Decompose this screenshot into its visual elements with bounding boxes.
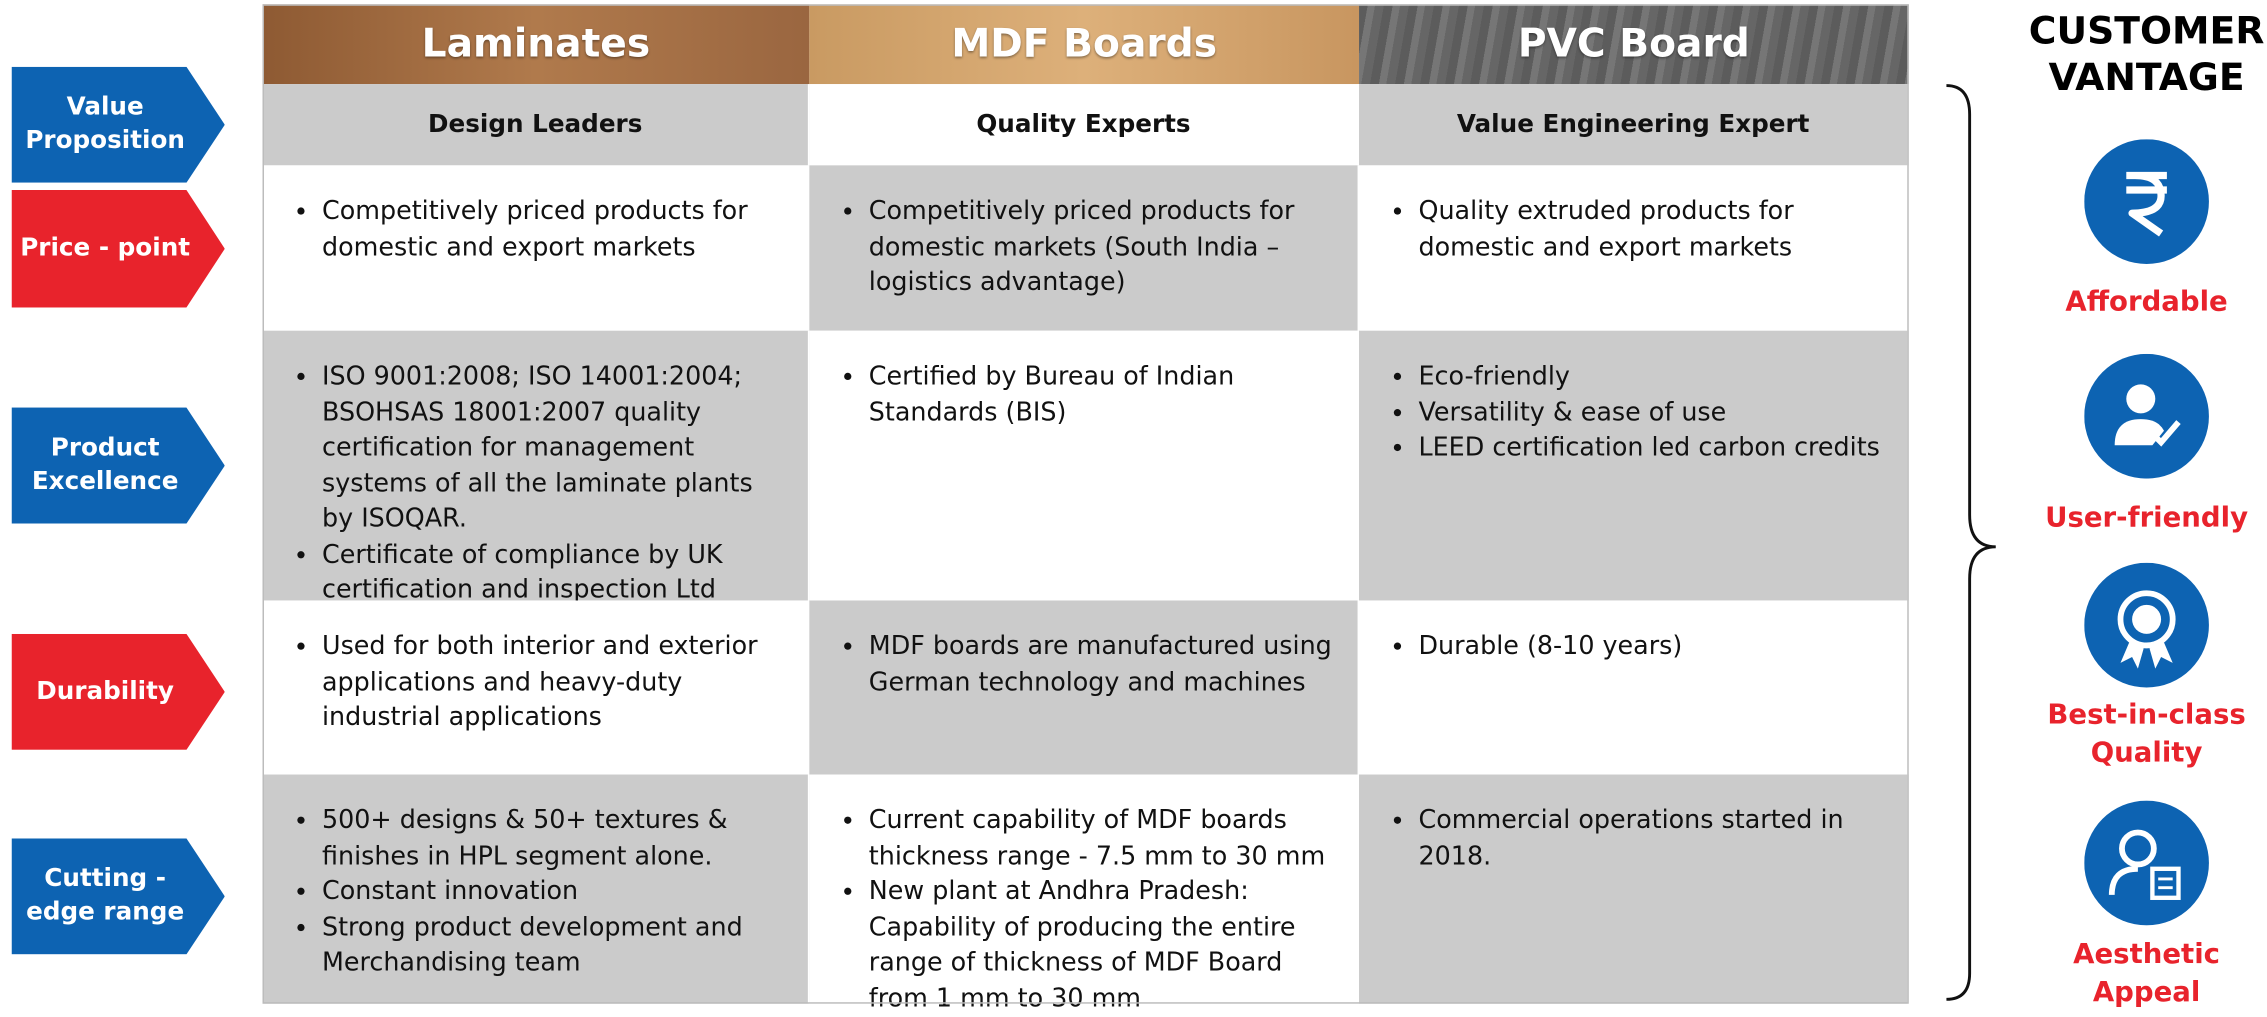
cell: 500+ designs & 50+ textures & finishes i… bbox=[262, 774, 810, 1004]
column-header: PVC Board bbox=[1359, 4, 1909, 85]
bullet-list: Commercial operations started in 2018. bbox=[1379, 804, 1887, 875]
bracket bbox=[1946, 84, 1996, 1001]
bullet-list: MDF boards are manufactured using German… bbox=[830, 629, 1338, 700]
bullet-list: Current capability of MDF boards thickne… bbox=[830, 804, 1338, 1017]
bullet-list: Certified by Bureau of Indian Standards … bbox=[830, 360, 1338, 431]
bullet-item: Used for both interior and exterior appl… bbox=[322, 629, 788, 736]
bullet-item: Strong product development and Merchandi… bbox=[322, 910, 788, 981]
bullet-item: Competitively priced products for domest… bbox=[322, 194, 788, 265]
bullet-item: Durable (8-10 years) bbox=[1418, 629, 1886, 665]
bullet-list: Competitively priced products for domest… bbox=[283, 194, 788, 265]
bullet-item: Certified by Bureau of Indian Standards … bbox=[869, 360, 1337, 431]
bullet-item: Constant innovation bbox=[322, 875, 788, 911]
row-label: Value Proposition bbox=[11, 66, 225, 183]
bullet-item: New plant at Andhra Pradesh: Capability … bbox=[869, 875, 1337, 1017]
bullet-list: 500+ designs & 50+ textures & finishes i… bbox=[283, 804, 788, 982]
feature-icon bbox=[2084, 353, 2209, 479]
row-label: Durability bbox=[11, 633, 225, 750]
column-header: Laminates bbox=[262, 4, 810, 85]
cell: MDF boards are manufactured using German… bbox=[809, 600, 1360, 775]
bullet-list: Competitively priced products for domest… bbox=[830, 194, 1338, 301]
feature-icon bbox=[2084, 562, 2209, 688]
feature-icon bbox=[2084, 800, 2209, 926]
cell: Quality Experts bbox=[809, 84, 1360, 166]
bullet-list: Durable (8-10 years) bbox=[1379, 629, 1887, 665]
cell: Competitively priced products for domest… bbox=[262, 165, 810, 331]
bullet-item: Certificate of compliance by UK certific… bbox=[322, 537, 788, 608]
bullet-item: LEED certification led carbon credits bbox=[1418, 431, 1886, 467]
row-label: Price - point bbox=[11, 190, 225, 308]
cell: Used for both interior and exterior appl… bbox=[262, 600, 810, 775]
bullet-item: MDF boards are manufactured using German… bbox=[869, 629, 1337, 700]
bullet-item: ISO 9001:2008; ISO 14001:2004; BSOHSAS 1… bbox=[322, 360, 788, 538]
row-label: Product Excellence bbox=[11, 407, 225, 524]
bullet-list: Eco-friendlyVersatility & ease of useLEE… bbox=[1379, 360, 1887, 467]
feature-label: Aesthetic Appeal bbox=[2073, 938, 2221, 1009]
cell: Current capability of MDF boards thickne… bbox=[809, 774, 1360, 1013]
cell: Commercial operations started in 2018. bbox=[1359, 774, 1909, 1004]
bullet-item: 500+ designs & 50+ textures & finishes i… bbox=[322, 804, 788, 875]
cell: Eco-friendlyVersatility & ease of useLEE… bbox=[1359, 330, 1909, 601]
bullet-item: Competitively priced products for domest… bbox=[869, 194, 1337, 301]
cell: Durable (8-10 years) bbox=[1359, 600, 1909, 775]
bullet-list: Used for both interior and exterior appl… bbox=[283, 629, 788, 736]
bullet-item: Current capability of MDF boards thickne… bbox=[869, 804, 1337, 875]
feature-label: Affordable bbox=[2065, 285, 2228, 318]
bullet-list: Quality extruded products for domestic a… bbox=[1379, 194, 1887, 265]
bullet-item: Commercial operations started in 2018. bbox=[1418, 804, 1886, 875]
vantage-title: CUSTOMER VANTAGE bbox=[2028, 10, 2265, 101]
bullet-item: Versatility & ease of use bbox=[1418, 395, 1886, 431]
bullet-item: Quality extruded products for domestic a… bbox=[1418, 194, 1886, 265]
cell: Competitively priced products for domest… bbox=[809, 165, 1360, 331]
bullet-list: ISO 9001:2008; ISO 14001:2004; BSOHSAS 1… bbox=[283, 360, 788, 609]
cell: Design Leaders bbox=[262, 84, 810, 166]
bullet-item: Eco-friendly bbox=[1418, 360, 1886, 396]
cell: Quality extruded products for domestic a… bbox=[1359, 165, 1909, 331]
column-header: MDF Boards bbox=[809, 4, 1360, 85]
feature-icon bbox=[2084, 139, 2209, 264]
cell: Value Engineering Expert bbox=[1359, 84, 1909, 166]
row-label: Cutting - edge range bbox=[11, 838, 225, 955]
feature-label: User-friendly bbox=[2045, 501, 2249, 534]
cell: Certified by Bureau of Indian Standards … bbox=[809, 330, 1360, 601]
feature-label: Best-in-class Quality bbox=[2047, 699, 2246, 769]
cell: ISO 9001:2008; ISO 14001:2004; BSOHSAS 1… bbox=[262, 330, 810, 605]
